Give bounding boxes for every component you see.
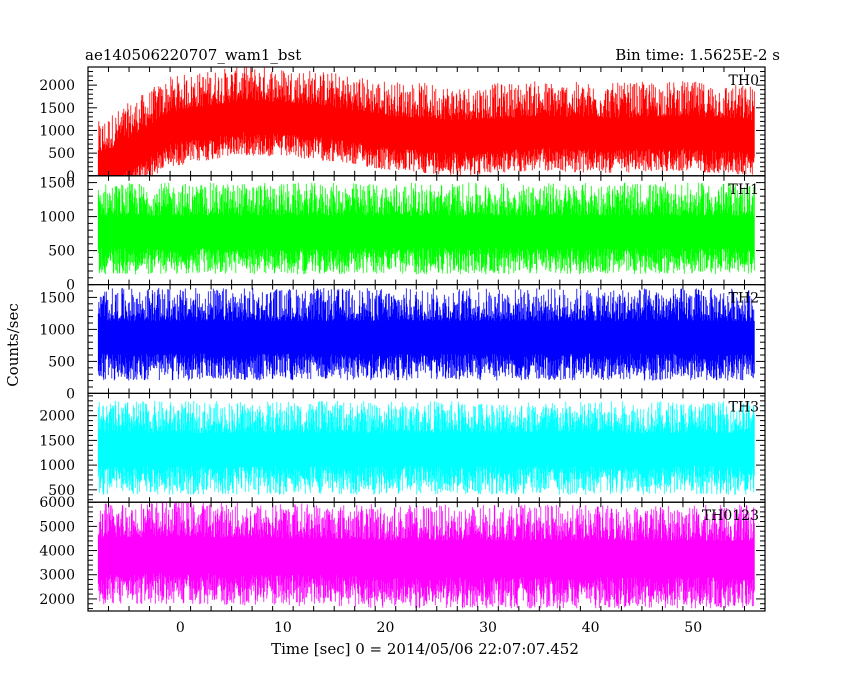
series-line-th3 <box>97 400 755 495</box>
y-tick-label: 500 <box>48 483 75 499</box>
y-tick-label: 0 <box>66 278 75 294</box>
y-tick-label: 1000 <box>39 322 75 338</box>
y-axis-title: Counts/sec <box>4 303 22 387</box>
y-tick-label: 1000 <box>39 123 75 139</box>
panels-group: TH00500100015002000TH1050010001500TH2050… <box>39 66 766 636</box>
y-tick-label: 1500 <box>39 290 75 306</box>
y-tick-label: 2000 <box>39 592 75 608</box>
y-tick-label: 1500 <box>39 176 75 192</box>
header-title: ae140506220707_wam1_bst <box>85 46 301 64</box>
x-tick-label: 40 <box>582 620 600 636</box>
panel-label-th0: TH0 <box>729 73 759 89</box>
y-tick-label: 1500 <box>39 433 75 449</box>
y-tick-label: 500 <box>48 354 75 370</box>
y-tick-label: 6000 <box>39 495 75 511</box>
x-axis-title: Time [sec] 0 = 2014/05/06 22:07:07.452 <box>271 640 579 658</box>
panel-label-th3: TH3 <box>729 399 759 415</box>
x-tick-label: 0 <box>176 620 185 636</box>
bin-time-label: Bin time: 1.5625E-2 s <box>615 46 780 64</box>
series-line-th2 <box>97 287 755 381</box>
x-tick-label: 50 <box>684 620 702 636</box>
x-tick-label: 20 <box>377 620 395 636</box>
y-tick-label: 4000 <box>39 544 75 560</box>
series-line-th0123 <box>97 502 755 609</box>
y-tick-label: 1000 <box>39 210 75 226</box>
y-tick-label: 500 <box>48 146 75 162</box>
y-tick-label: 0 <box>66 169 75 185</box>
series-line-th1 <box>97 182 755 275</box>
y-tick-label: 1500 <box>39 101 75 117</box>
series-line-th0 <box>97 67 755 176</box>
panel-label-th2: TH2 <box>729 291 759 307</box>
y-tick-label: 500 <box>48 244 75 260</box>
y-tick-label: 0 <box>66 386 75 402</box>
panel-frame-th0123 <box>87 501 766 612</box>
y-tick-label: 1000 <box>39 458 75 474</box>
x-tick-label: 30 <box>479 620 497 636</box>
y-tick-label: 2000 <box>39 409 75 425</box>
y-tick-label: 3000 <box>39 568 75 584</box>
y-tick-label: 2000 <box>39 78 75 94</box>
x-tick-label: 10 <box>274 620 292 636</box>
y-tick-label: 5000 <box>39 519 75 535</box>
panel-label-th1: TH1 <box>729 182 759 198</box>
panel-label-th0123: TH0123 <box>702 508 759 524</box>
